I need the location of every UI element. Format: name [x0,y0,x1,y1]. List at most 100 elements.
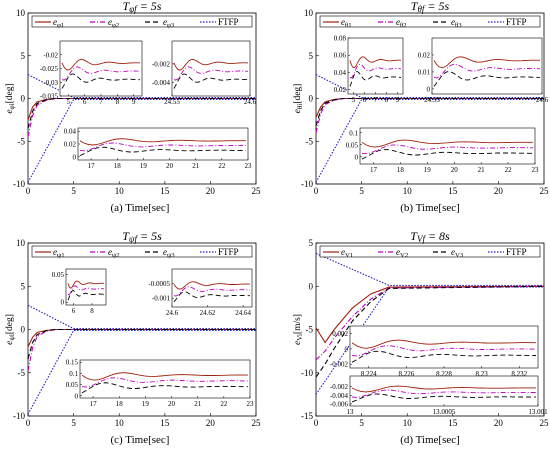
inset-series-line [173,291,250,303]
panel-d: 0 5 10 15 20 25 5 0 -5 -10 -15 TVf = 8s (d) Time[sec… [293,229,549,446]
series-line-2 [27,328,256,372]
inset-series-line [351,350,536,363]
inset-y-tick-label: 0.05 [346,141,359,149]
ftfp-upper-bound [315,74,544,99]
inset-x-tick-label: 20 [168,400,176,408]
inset-x-tick-label: 7 [99,98,103,106]
inset-series-line [61,66,141,81]
inset-x-tick-label: 17 [370,166,378,174]
y-axis-label: eVi[m/s] [293,314,304,345]
inset-series-line [81,372,248,381]
inset-x-tick-label: 8 [385,96,389,104]
inset-plot: 17 18 19 20 21 22 23 0.04 0.02 0 [64,128,252,170]
inset-x-tick-label: 8 [116,98,120,106]
inset-x-tick-label: 6 [83,98,87,106]
inset-frame [431,37,543,95]
inset-x-tick-label: 21 [194,400,202,408]
inset-y-tick-label: 0.02 [418,51,431,59]
inset-y-tick-label: 0.05 [52,271,65,279]
panel-caption: (d) Time[sec] [400,434,460,446]
inset-x-tick-label: 24.6 [244,98,257,106]
inset-plot: 6 8 0.05 0 [52,268,107,315]
x-tick-label: 20 [494,186,504,196]
inset-y-tick-label: -0.025 [40,65,59,73]
inset-series-line [173,58,249,71]
inset-x-tick-label: 20 [451,166,459,174]
legend-label: eφ1 [53,17,64,29]
y-tick-label: -15 [301,411,313,421]
inset-series-line [173,281,250,290]
inset-frame [359,127,536,165]
inset-series-line [433,56,541,69]
inset-plot: 24.6 24.62 24.64 -0.0005 -0.001 [148,268,253,317]
inset-y-tick-label: 0.02 [64,141,77,149]
inset-plot: 5 6 7 8 9 -0.02 -0.025 -0.03 -0.035 [40,40,143,106]
inset-x-tick-label: 22 [505,166,513,174]
x-tick-label: 15 [160,186,170,196]
inset-x-tick-label: 24.55 [424,96,440,104]
y-tick-label: 10 [16,238,26,248]
x-tick-label: 0 [26,418,31,428]
legend-label: eV2 [396,247,408,259]
series-line-1 [27,328,256,348]
inset-y-tick-label: 0 [345,345,349,353]
inset-y-tick-label: -0.002 [330,383,349,391]
inset-x-tick-label: 21 [192,162,200,170]
inset-frame [79,359,251,399]
inset-series-line [79,146,246,157]
inset-x-tick-label: 24.64 [235,309,251,317]
legend-label: FTFP [218,247,239,257]
y-tick-label: -10 [13,411,25,421]
y-tick-label: 0 [21,325,26,335]
inset-frame [349,375,539,407]
legend-box [31,15,253,28]
legend-label: eψ1 [53,247,65,259]
inset-series-line [351,393,536,403]
inset-x-tick-label: 18 [116,400,124,408]
series-line-3 [315,285,545,378]
y-tick-label: 0 [309,281,314,291]
x-tick-label: 10 [403,418,413,428]
series-line-1 [27,97,256,121]
panel-title: Tφf = 5s [123,0,162,14]
inset-series-line [351,339,536,349]
inset-y-tick-label: 0.02 [334,86,347,94]
inset-frame [349,325,539,369]
inset-x-tick-label: 24.6 [536,96,549,104]
legend-box [319,245,541,258]
y-tick-label: 10 [16,8,26,18]
inset-y-tick-label: 0.08 [334,35,347,43]
inset-x-tick-label: 17 [88,162,96,170]
y-tick-label: -5 [306,325,314,335]
y-tick-label: 0 [309,94,314,104]
inset-series-line [67,285,104,296]
y-tick-label: 0 [21,94,26,104]
legend-label: FTFP [218,17,239,27]
inset-x-tick-label: 23 [247,400,255,408]
panel-b: 0 5 10 15 20 25 10 5 0 -5 -10 Tθf = 5s (b) Time[sec]… [293,0,549,214]
inset-y-tick-label: -0.001 [152,295,171,303]
panel-caption: (c) Time[sec] [111,434,170,446]
x-tick-label: 20 [206,186,216,196]
inset-x-tick-label: 9 [396,96,400,104]
inset-series-line [433,63,541,79]
inset-y-tick-label: -0.002 [330,361,349,369]
inset-x-tick-label: 22 [220,400,228,408]
inset-y-tick-label: 0 [73,153,77,161]
inset-series-line [361,139,533,148]
inset-series-line [351,385,536,393]
inset-y-tick-label: -0.03 [43,79,58,87]
x-tick-label: 10 [403,186,413,196]
inset-series-line [351,345,536,357]
inset-x-tick-label: 5 [352,96,356,104]
inset-series-line [67,290,104,301]
inset-x-tick-label: 13.0005 [433,408,456,416]
inset-y-tick-label: 0 [61,299,65,307]
x-tick-label: 5 [359,418,364,428]
inset-x-tick-label: 24.62 [200,309,216,317]
y-tick-label: -5 [18,368,26,378]
inset-plot: 24.55 24.6 -0.002 -0.004 [152,40,257,106]
x-tick-label: 0 [26,186,31,196]
series-line-3 [27,97,256,129]
inset-x-tick-label: 19 [140,162,148,170]
